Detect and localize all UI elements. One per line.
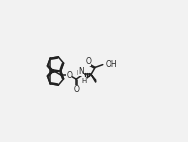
Text: O: O xyxy=(73,85,79,94)
Text: OH: OH xyxy=(106,59,117,69)
Text: H: H xyxy=(82,78,87,84)
Text: N: N xyxy=(78,67,84,76)
Polygon shape xyxy=(91,74,96,82)
Text: O: O xyxy=(66,71,72,80)
Text: H: H xyxy=(77,70,82,76)
Text: O: O xyxy=(86,57,91,66)
